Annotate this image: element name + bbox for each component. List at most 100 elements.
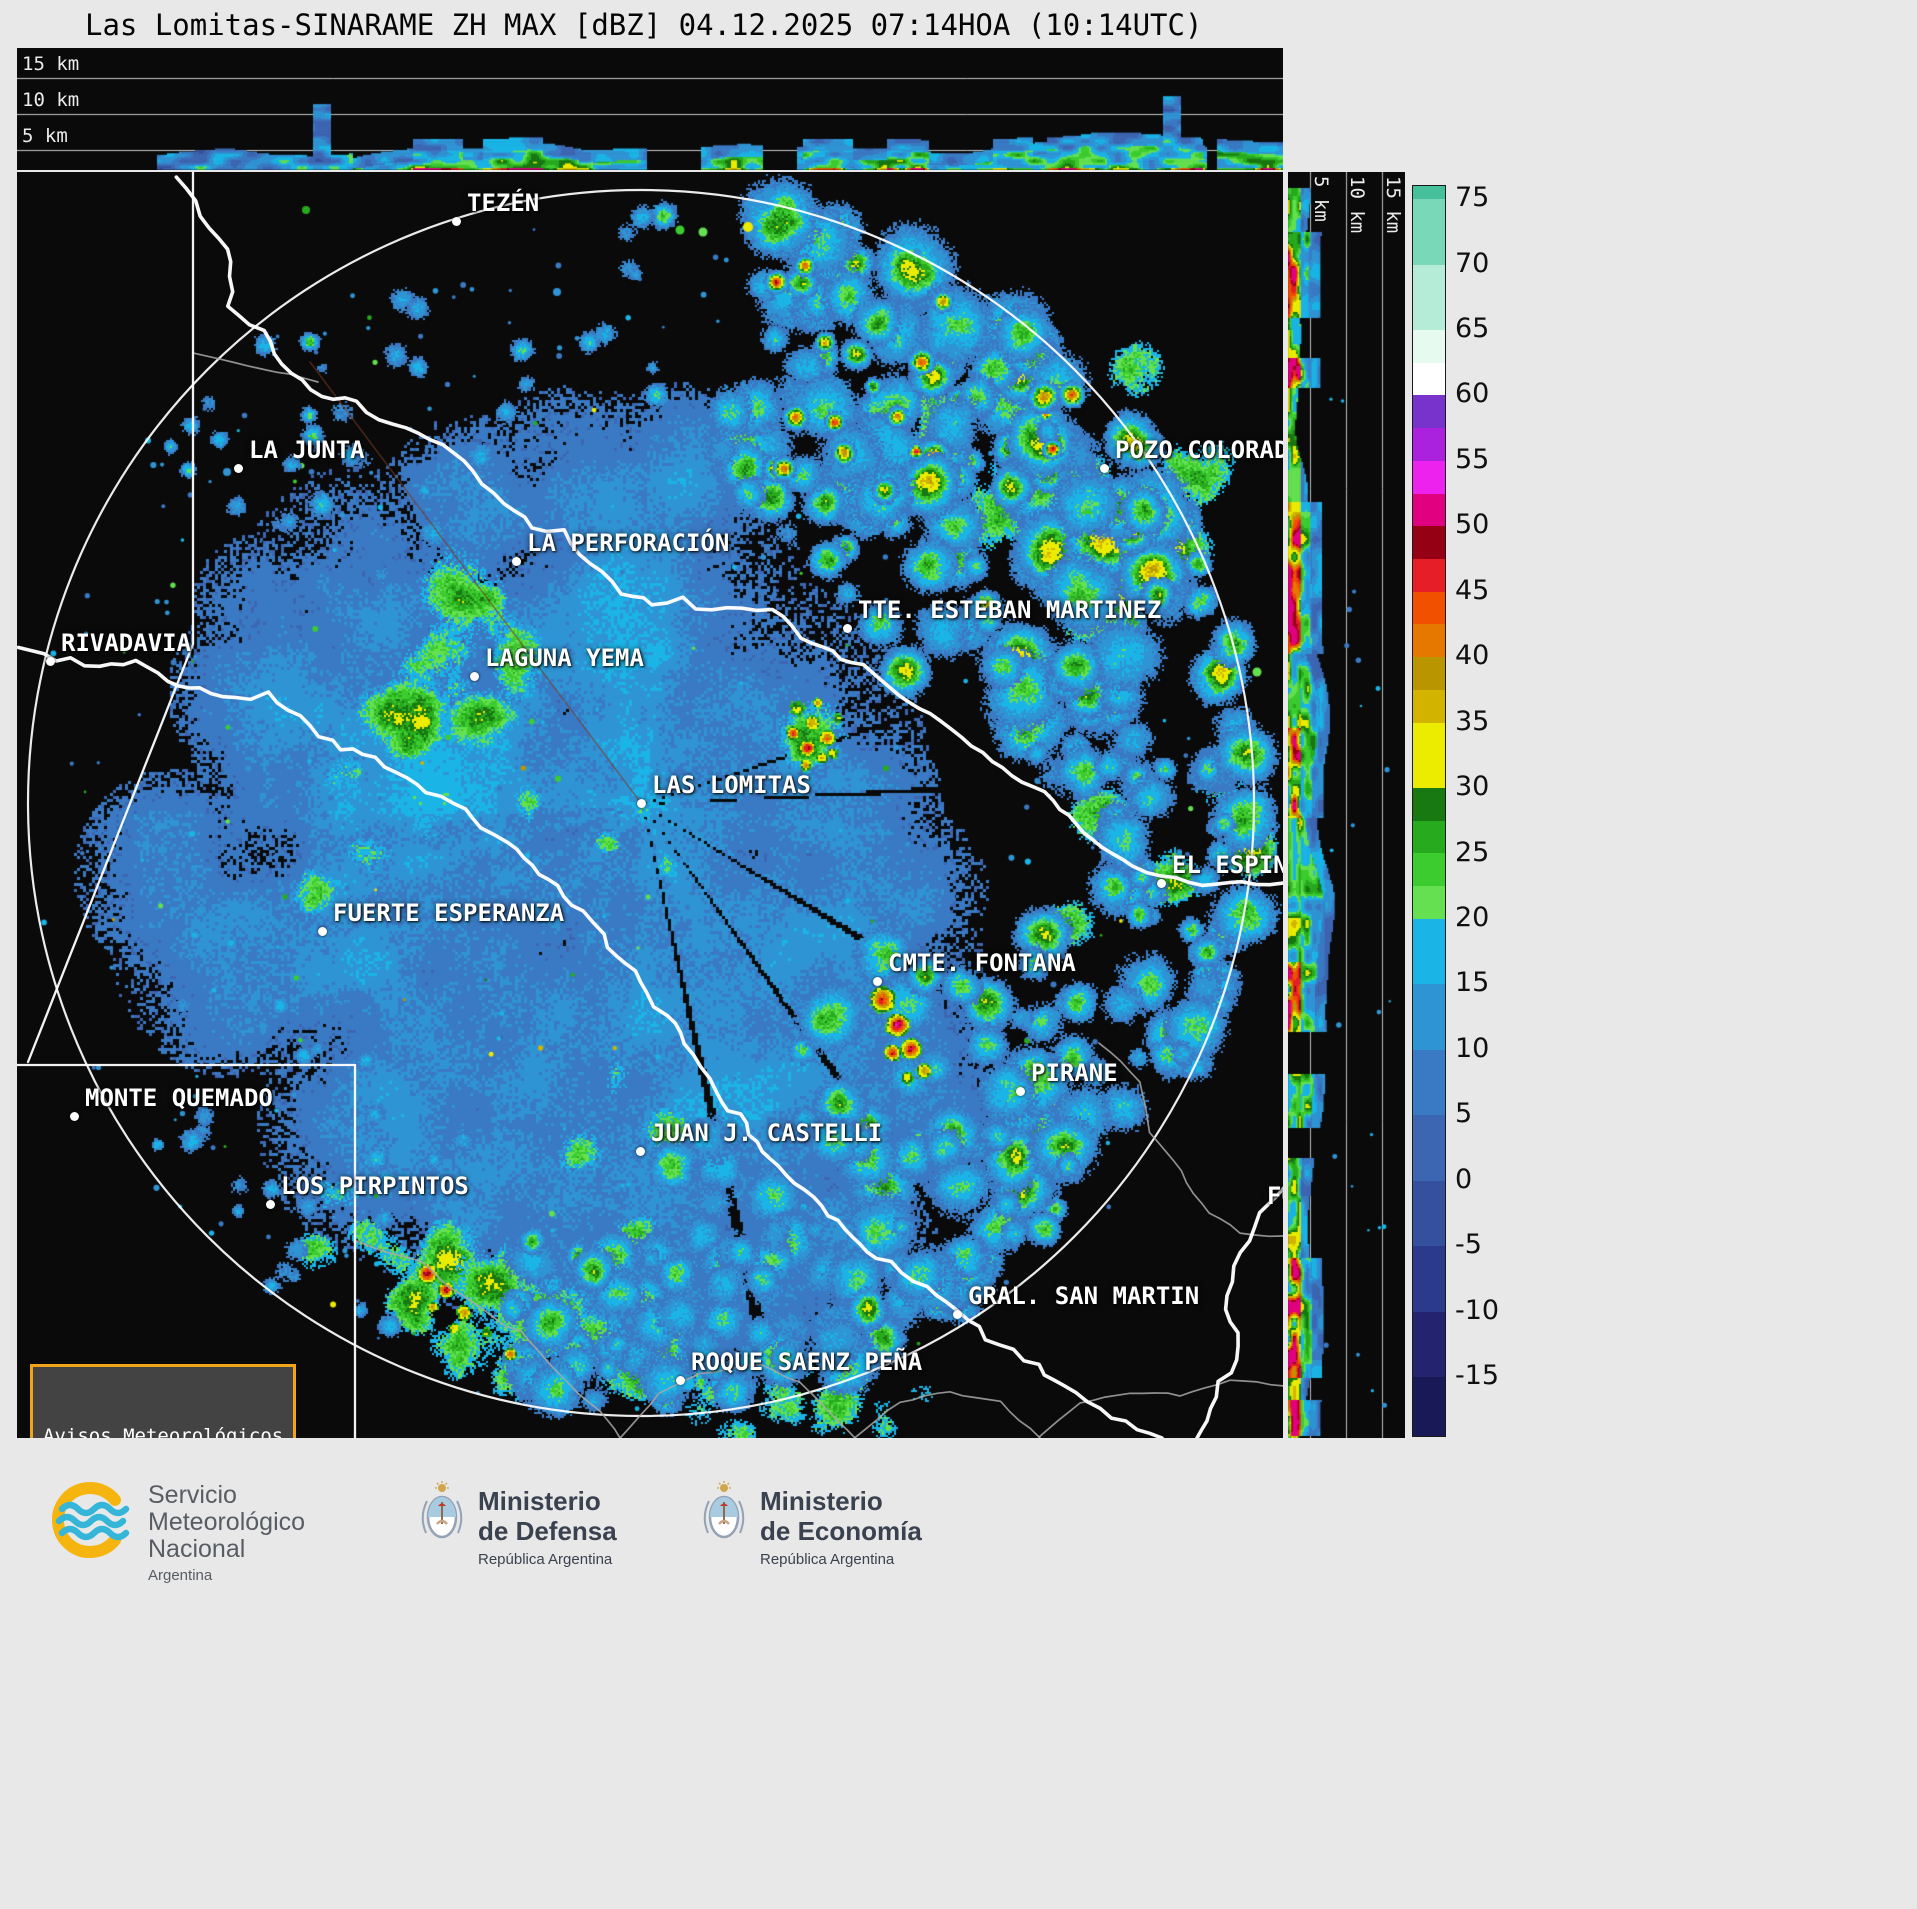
- colorbar-segment: [1413, 395, 1445, 429]
- colorbar-tick-label: 70: [1455, 247, 1490, 279]
- radar-ppi-canvas: [17, 172, 1283, 1438]
- province-boundary-gray: [1038, 1379, 1283, 1438]
- province-boundary-gray: [619, 1363, 856, 1438]
- city-dot: [1157, 879, 1166, 888]
- river-line: [174, 175, 1283, 888]
- city-label: FORMOSA: [1267, 1182, 1283, 1210]
- colorbar-tick-label: -10: [1455, 1294, 1500, 1326]
- river-line: [17, 645, 1164, 1438]
- colorbar-segment: [1413, 558, 1445, 592]
- ministry-name-line: Ministerio: [760, 1486, 883, 1516]
- city-label: POZO COLORADO: [1115, 436, 1283, 464]
- colorbar-segment: [1413, 918, 1445, 985]
- colorbar-tick-label: 50: [1455, 509, 1490, 541]
- province-boundary-gray: [353, 1239, 621, 1438]
- city-dot: [636, 1147, 645, 1156]
- colorbar-segment: [1413, 264, 1445, 330]
- city-label: EL ESPINILLO: [1172, 851, 1283, 879]
- city-dot: [1100, 464, 1109, 473]
- right-cross-section-canvas: [1288, 172, 1405, 1438]
- smn-text-block: Servicio Meteorológico Nacional Argentin…: [148, 1482, 306, 1585]
- city-label: JUAN J. CASTELLI: [651, 1119, 883, 1147]
- city-dot: [676, 1376, 685, 1385]
- city-label: FUERTE ESPERANZA: [333, 899, 565, 927]
- province-boundary-gray: [853, 1390, 1041, 1438]
- colorbar-segment: [1413, 1246, 1445, 1312]
- colorbar-segment: [1413, 362, 1445, 396]
- altitude-label: 5 km: [1310, 176, 1332, 222]
- altitude-label: 10 km: [1346, 176, 1368, 234]
- city-dot: [46, 657, 55, 666]
- city-dot: [234, 464, 243, 473]
- smn-logo-block: [46, 1476, 134, 1569]
- top-cross-section-panel: 15 km 10 km 5 km: [17, 48, 1283, 170]
- smn-country: Argentina: [148, 1567, 213, 1584]
- colorbar-tick-label: 5: [1455, 1098, 1473, 1130]
- city-label: TEZÉN: [467, 189, 540, 217]
- colorbar-segment: [1413, 984, 1445, 1050]
- smn-org-line: Meteorológico: [148, 1508, 306, 1536]
- colorbar-segment: [1413, 591, 1445, 625]
- colorbar-tick-label: 35: [1455, 705, 1490, 737]
- page-title: Las Lomitas-SINARAME ZH MAX [dBZ] 04.12.…: [85, 8, 1203, 42]
- colorbar-segment: [1413, 657, 1445, 690]
- colorbar-tick-label: 60: [1455, 378, 1490, 410]
- ministerio-defensa-block: Ministerio de Defensa República Argentin…: [478, 1486, 617, 1568]
- city-dot: [452, 217, 461, 226]
- city-dot: [266, 1200, 275, 1209]
- colorbar-segment: [1413, 1180, 1445, 1247]
- right-cross-section-panel: 5 km 10 km 15 km: [1288, 172, 1405, 1438]
- range-ring: [26, 188, 1256, 1418]
- colorbar-segment: [1413, 1311, 1445, 1377]
- ministry-name-line: Ministerio: [478, 1486, 601, 1516]
- colorbar-segment: [1413, 460, 1445, 494]
- city-label: RIVADAVIA: [61, 629, 192, 657]
- coat-of-arms-defensa-icon: [418, 1480, 466, 1549]
- city-dot: [843, 624, 852, 633]
- altitude-label: 10 km: [22, 89, 80, 111]
- city-dot: [470, 672, 479, 681]
- city-dot: [318, 927, 327, 936]
- colorbar-segment: [1413, 820, 1445, 854]
- city-label: LOS PIRPINTOS: [281, 1172, 469, 1200]
- colorbar-segment: [1413, 493, 1445, 527]
- smn-org-line: Nacional: [148, 1535, 246, 1563]
- colorbar-segment: [1413, 199, 1445, 265]
- colorbar-segment: [1413, 624, 1445, 658]
- province-boundary-white: [26, 642, 195, 1064]
- city-label: ROQUE SAENZ PEÑA: [691, 1348, 923, 1376]
- city-dot: [70, 1112, 79, 1121]
- colorbar-segment: [1413, 1376, 1445, 1436]
- colorbar-segment: [1413, 329, 1445, 363]
- colorbar-segment: [1413, 526, 1445, 559]
- altitude-label: 5 km: [22, 125, 68, 147]
- city-dot: [953, 1310, 962, 1319]
- colorbar-tick-label: 40: [1455, 640, 1490, 672]
- colorbar-tick-label: 10: [1455, 1032, 1490, 1064]
- city-dot: [1016, 1087, 1025, 1096]
- city-dot: [873, 977, 882, 986]
- ministry-name-line: de Economía: [760, 1516, 922, 1546]
- map-overlay: [17, 172, 1283, 1438]
- main-radar-panel: TEZÉN LA JUNTA POZO COLORADO LA PERFORACIÓN…: [17, 172, 1283, 1438]
- alert-box: Avisos Meteorológicos a Muy Corto Plazo: [30, 1364, 297, 1438]
- city-label: GRAL. SAN MARTIN: [968, 1282, 1200, 1310]
- ministry-country: República Argentina: [478, 1551, 613, 1568]
- colorbar-segment: [1413, 428, 1445, 461]
- colorbar-segment: [1413, 1115, 1445, 1181]
- colorbar-tick-label: 30: [1455, 771, 1490, 803]
- city-label: MONTE QUEMADO: [85, 1084, 273, 1112]
- colorbar-tick-label: 0: [1455, 1163, 1473, 1195]
- colorbar-tick-label: 65: [1455, 312, 1490, 344]
- radial-artifact-line: [309, 361, 642, 804]
- city-dot: [637, 799, 646, 808]
- city-label: LAGUNA YEMA: [485, 644, 644, 672]
- colorbar-segment: [1413, 722, 1445, 789]
- colorbar-tick-label: 55: [1455, 443, 1490, 475]
- colorbar-tick-label: -15: [1455, 1360, 1500, 1392]
- city-label: LA JUNTA: [249, 436, 365, 464]
- coat-of-arms-icon: [421, 1481, 463, 1539]
- river-line: [1195, 1186, 1283, 1438]
- ministry-name-line: de Defensa: [478, 1516, 617, 1546]
- ministry-country: República Argentina: [760, 1551, 895, 1568]
